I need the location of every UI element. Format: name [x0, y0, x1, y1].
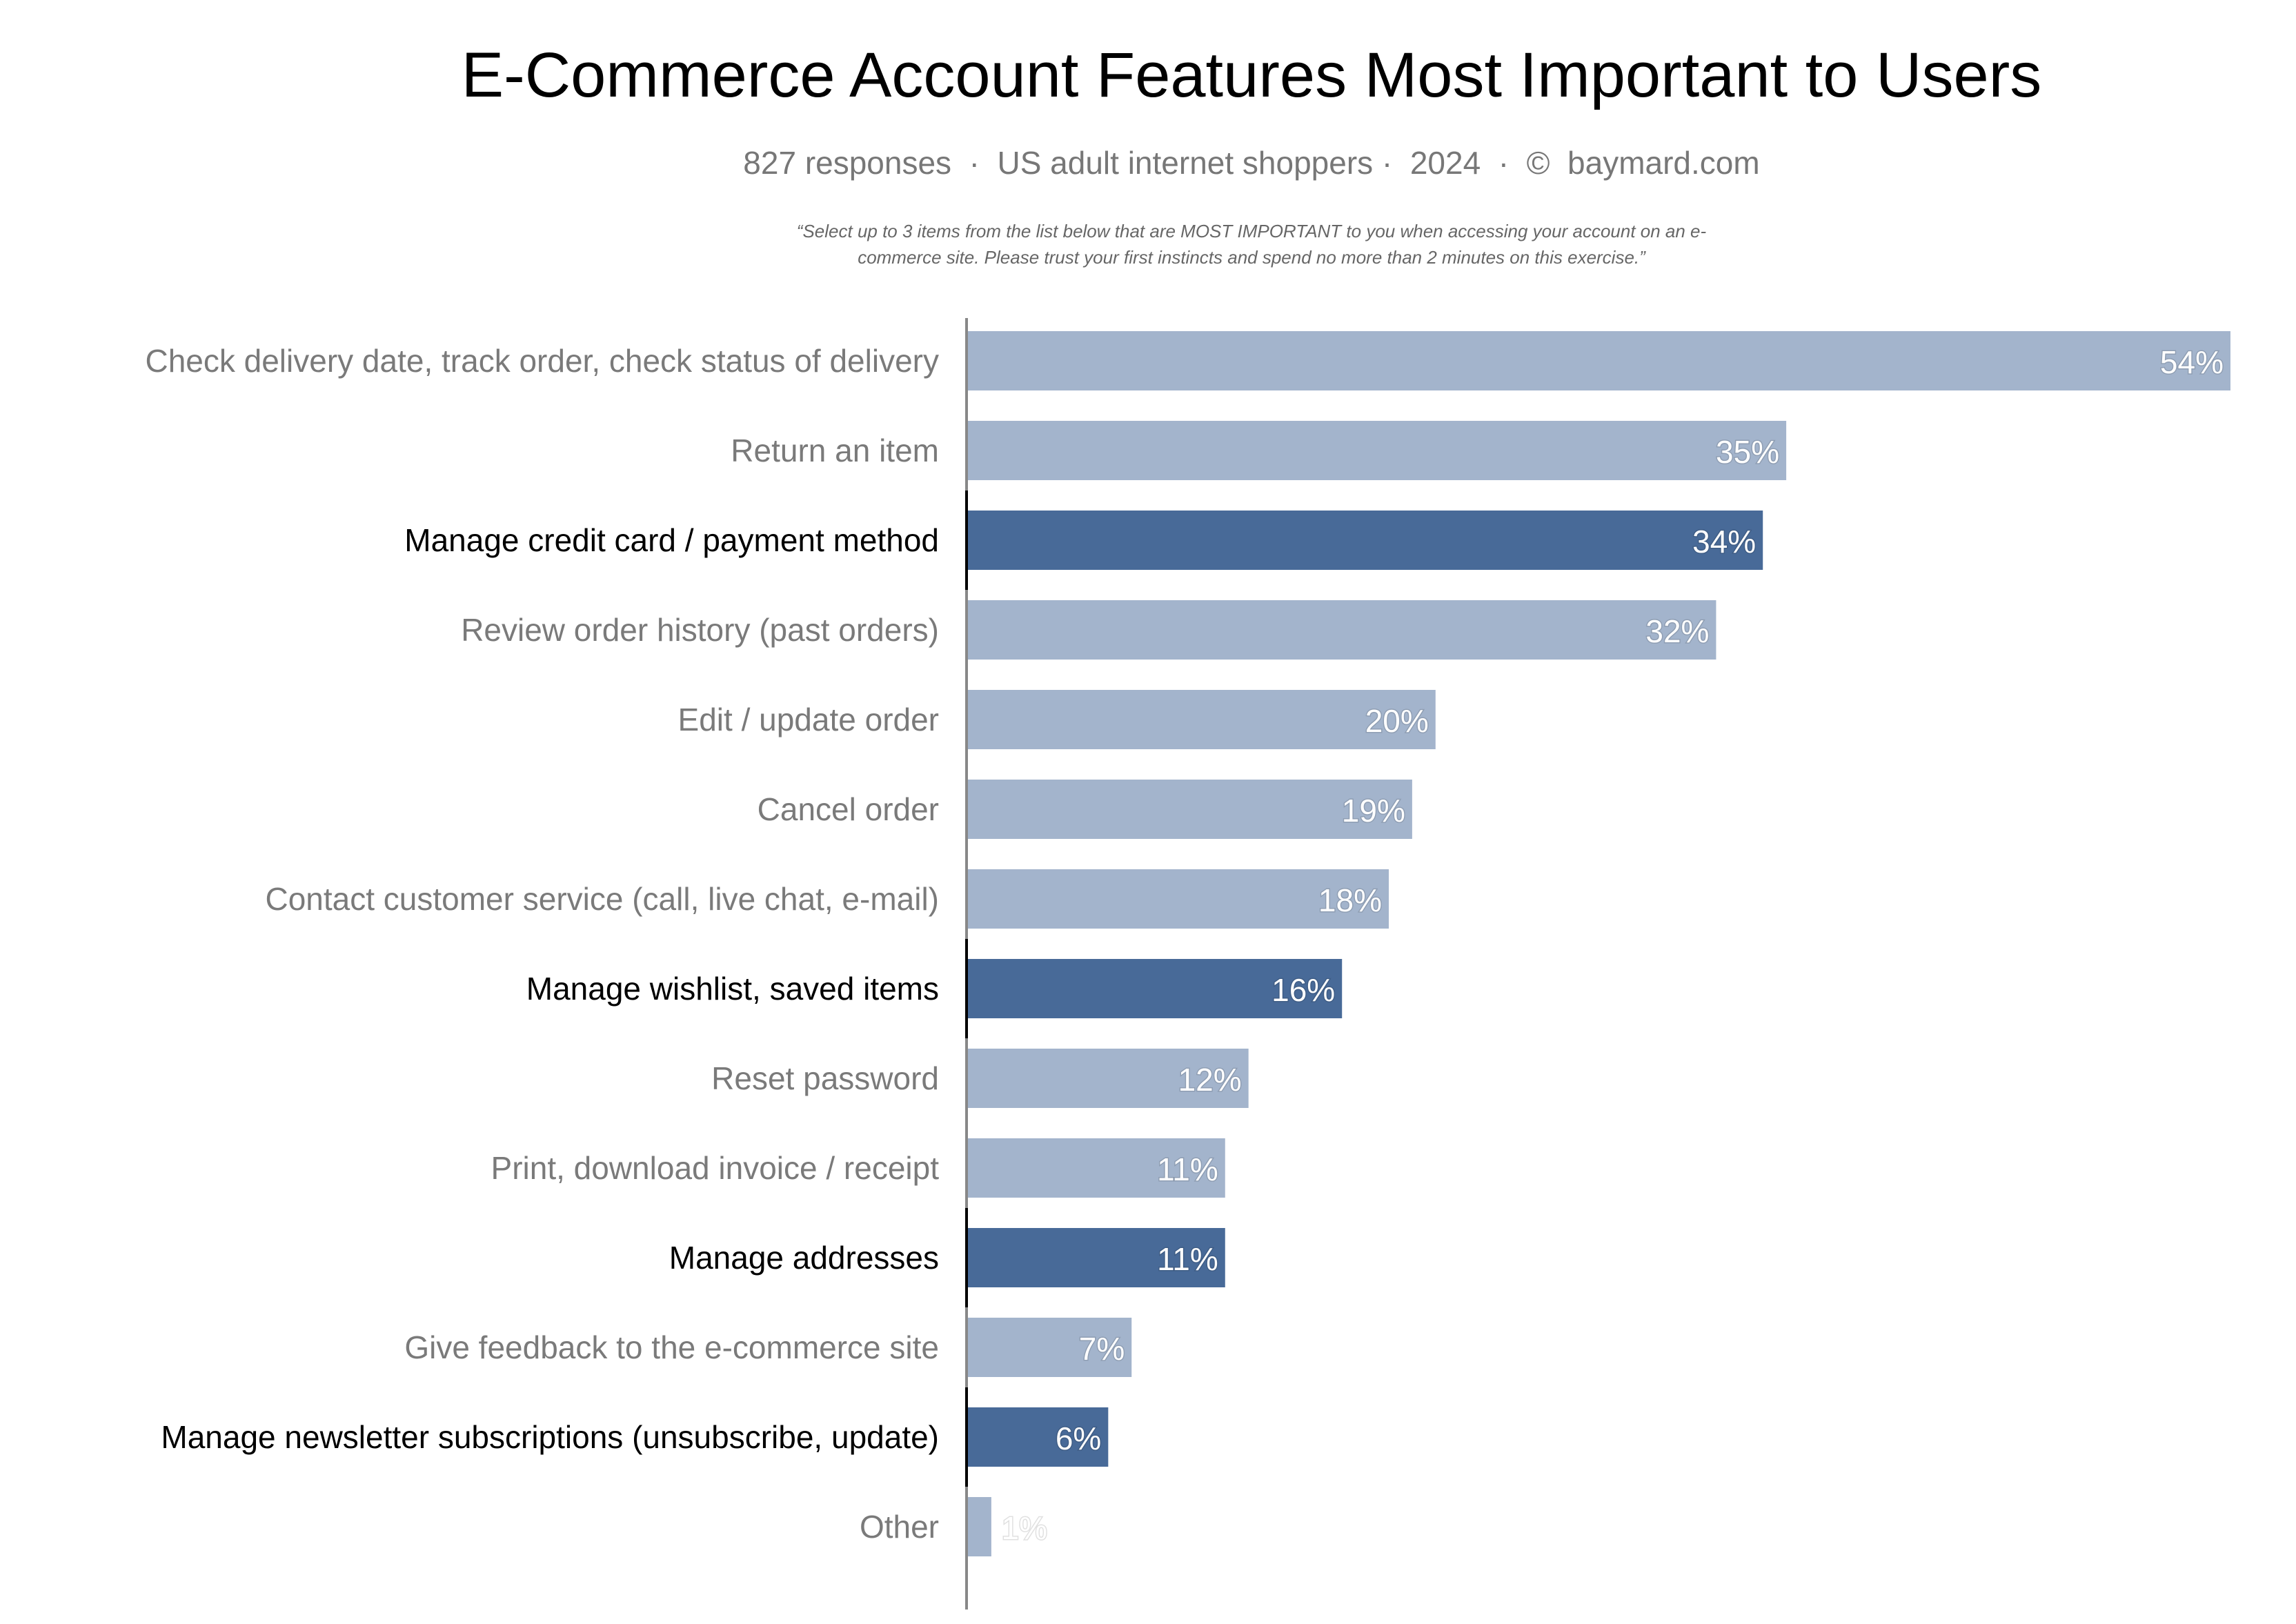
value-label: 11%: [1157, 1151, 1218, 1187]
category-label: Print, download invoice / receipt: [491, 1150, 940, 1186]
category-label: Cancel order: [758, 791, 939, 827]
category-label: Manage wishlist, saved items: [526, 971, 939, 1007]
value-label: 6%: [1056, 1420, 1101, 1456]
bar: [968, 1228, 1225, 1287]
bar: [968, 1318, 1132, 1377]
value-label: 16%: [1271, 972, 1335, 1008]
bar: [968, 780, 1412, 839]
bar: [968, 1497, 991, 1556]
category-label: Check delivery date, track order, check …: [145, 343, 939, 379]
bars-group: Check delivery date, track order, check …: [145, 318, 2230, 1610]
value-label: 54%: [2160, 344, 2224, 380]
category-label: Contact customer service (call, live cha…: [265, 881, 939, 917]
bar: [968, 869, 1389, 929]
category-label: Other: [860, 1509, 939, 1545]
bar: [968, 600, 1716, 660]
question-line-1: “Select up to 3 items from the list belo…: [797, 221, 1707, 241]
category-label: Manage addresses: [669, 1240, 939, 1276]
value-label: 32%: [1645, 613, 1709, 649]
bar: [968, 331, 2230, 390]
chart-subtitle: 827 responses · US adult internet shoppe…: [743, 145, 1759, 181]
value-label: 1%: [1002, 1510, 1047, 1546]
category-label: Reset password: [711, 1060, 939, 1096]
bar: [968, 421, 1787, 480]
value-label: 18%: [1318, 882, 1382, 918]
value-label: 35%: [1716, 434, 1779, 470]
category-label: Edit / update order: [678, 702, 939, 737]
value-label: 20%: [1365, 703, 1429, 739]
category-label: Manage newsletter subscriptions (unsubsc…: [161, 1419, 939, 1455]
question-line-2: commerce site. Please trust your first i…: [858, 247, 1646, 268]
chart-title: E-Commerce Account Features Most Importa…: [462, 40, 2042, 110]
bar: [968, 959, 1343, 1018]
value-label: 7%: [1079, 1331, 1125, 1367]
value-label: 11%: [1157, 1241, 1218, 1277]
category-label: Review order history (past orders): [461, 612, 939, 648]
bar: [968, 690, 1436, 749]
value-label: 12%: [1178, 1062, 1242, 1098]
value-label: 19%: [1342, 793, 1405, 829]
bar: [968, 1138, 1225, 1198]
bar: [968, 511, 1763, 570]
category-label: Give feedback to the e-commerce site: [404, 1329, 939, 1365]
category-label: Return an item: [731, 433, 939, 468]
bar: [968, 1049, 1249, 1108]
category-label: Manage credit card / payment method: [404, 522, 939, 558]
value-label: 34%: [1692, 524, 1756, 560]
bar: [968, 1407, 1109, 1467]
